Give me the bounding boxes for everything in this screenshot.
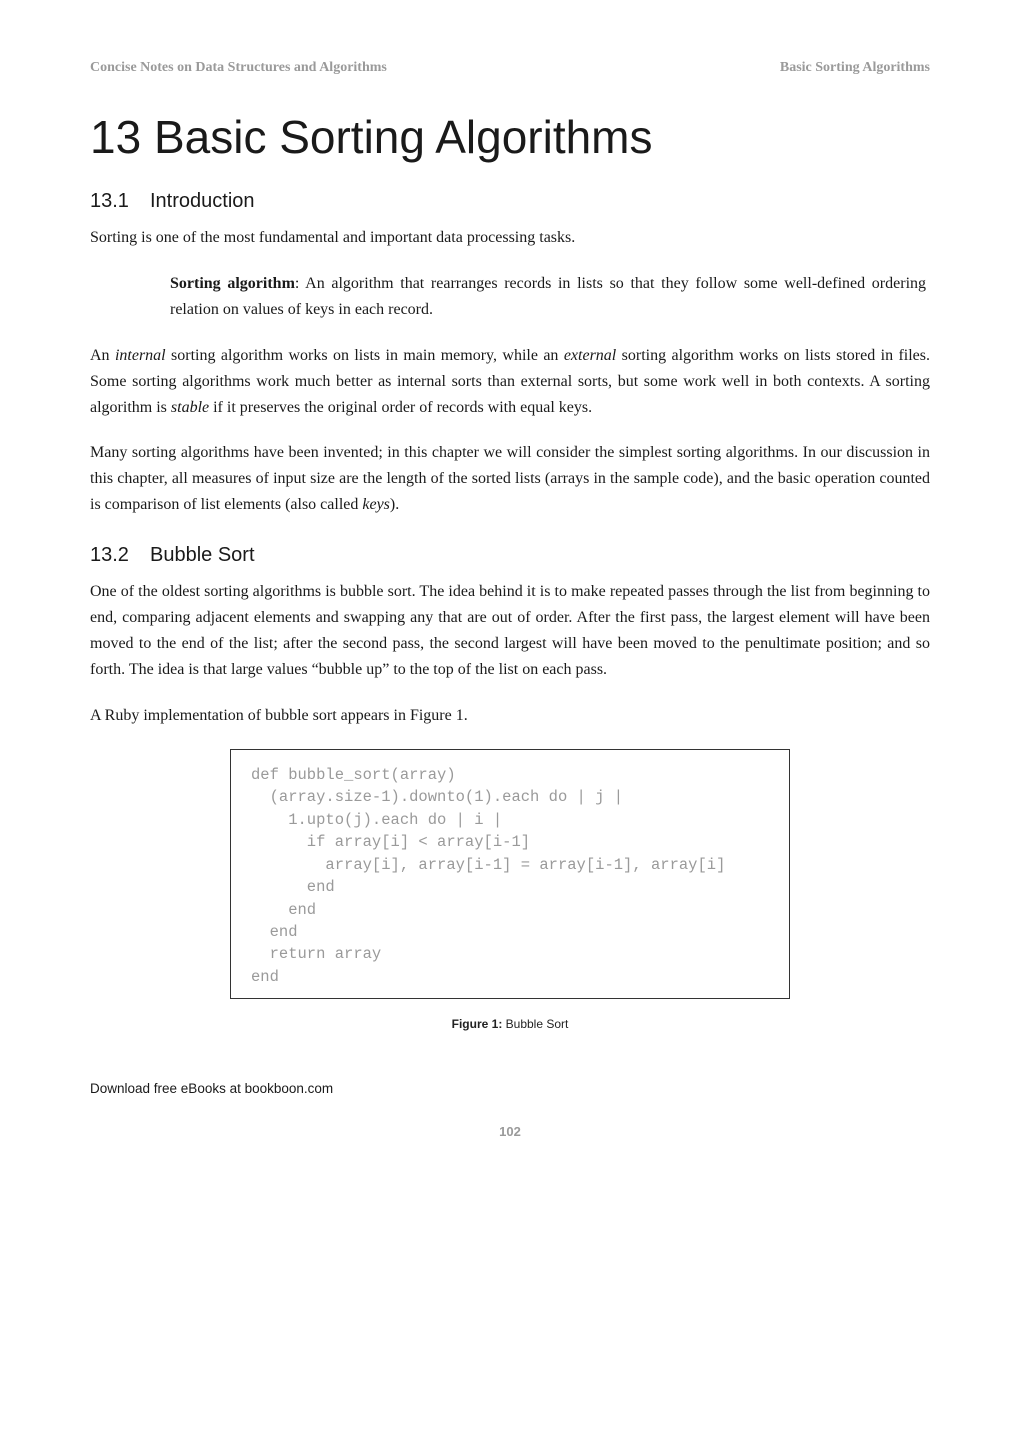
definition-paragraph: Sorting algorithm: An algorithm that rea…	[170, 271, 926, 323]
italic-term: stable	[171, 399, 209, 416]
paragraph: Many sorting algorithms have been invent…	[90, 440, 930, 518]
section-heading-intro: 13.1Introduction	[90, 190, 930, 213]
italic-term: external	[564, 347, 616, 364]
italic-term: internal	[115, 347, 166, 364]
chapter-number: 13	[90, 111, 141, 163]
paragraph: One of the oldest sorting algorithms is …	[90, 579, 930, 683]
text-run: ).	[390, 496, 399, 513]
text-run: Many sorting algorithms have been invent…	[90, 444, 930, 513]
italic-term: keys	[362, 496, 390, 513]
paragraph: Sorting is one of the most fundamental a…	[90, 225, 930, 251]
footer-download-link: Download free eBooks at bookboon.com	[90, 1081, 930, 1096]
running-head-left: Concise Notes on Data Structures and Alg…	[90, 60, 387, 76]
paragraph: A Ruby implementation of bubble sort app…	[90, 703, 930, 729]
figure-label: Figure 1:	[452, 1017, 503, 1031]
running-head-right: Basic Sorting Algorithms	[780, 60, 930, 76]
figure-caption-text: Bubble Sort	[502, 1017, 568, 1031]
chapter-title: 13 Basic Sorting Algorithms	[90, 110, 930, 164]
definition-term: Sorting algorithm	[170, 275, 295, 292]
section-heading-bubble: 13.2Bubble Sort	[90, 544, 930, 567]
text-run: if it preserves the original order of re…	[209, 399, 592, 416]
figure-caption: Figure 1: Bubble Sort	[90, 1017, 930, 1031]
page-number: 102	[90, 1124, 930, 1139]
section-number: 13.1	[90, 190, 150, 213]
section-title: Bubble Sort	[150, 544, 255, 566]
text-run: An	[90, 347, 115, 364]
section-number: 13.2	[90, 544, 150, 567]
text-run: sorting algorithm works on lists in main…	[166, 347, 564, 364]
paragraph: An internal sorting algorithm works on l…	[90, 343, 930, 421]
section-title: Introduction	[150, 190, 255, 212]
chapter-title-text: Basic Sorting Algorithms	[154, 111, 653, 163]
code-listing: def bubble_sort(array) (array.size-1).do…	[230, 749, 790, 1000]
